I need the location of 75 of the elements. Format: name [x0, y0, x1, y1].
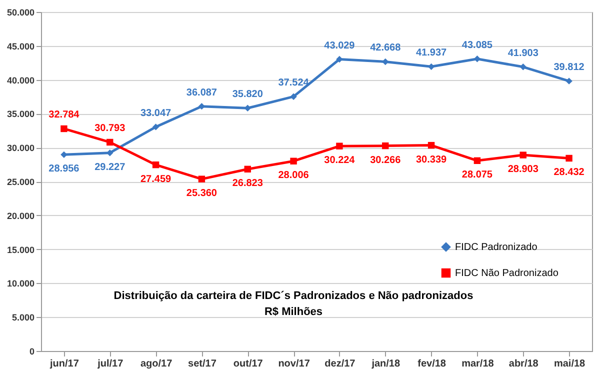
- point: [474, 157, 481, 164]
- data-label: 30.266: [370, 154, 402, 166]
- point: [336, 56, 343, 63]
- y-tick-label: 50.000: [6, 8, 34, 18]
- point: [198, 102, 206, 110]
- x-tick-label: jul/17: [96, 358, 124, 370]
- x-tick-label: fev/18: [418, 358, 446, 370]
- data-label: 30.224: [324, 155, 356, 166]
- data-label: 41.937: [416, 48, 448, 59]
- point: [382, 58, 389, 66]
- data-label: 30.339: [416, 154, 448, 166]
- point: [382, 142, 389, 150]
- x-tick-label: nov/17: [278, 358, 310, 370]
- point: [152, 124, 160, 130]
- x-tick-label: jun/17: [49, 358, 80, 370]
- point: [520, 152, 526, 158]
- point: [244, 104, 251, 112]
- point: [474, 56, 481, 62]
- point: [428, 63, 435, 70]
- data-label: 28.956: [48, 164, 80, 175]
- point: [566, 78, 572, 84]
- data-label: 25.360: [186, 188, 218, 200]
- y-tick-label: 20.000: [6, 210, 34, 221]
- data-label: 27.459: [140, 174, 172, 185]
- data-label: 37.524: [278, 78, 310, 89]
- data-label: 43.085: [462, 40, 493, 51]
- point: [428, 142, 435, 149]
- point: [290, 158, 297, 164]
- data-label: 41.903: [508, 48, 539, 59]
- data-label: 32.784: [48, 110, 80, 121]
- x-tick-label: mai/18: [554, 358, 586, 370]
- y-tick-label: 10.000: [6, 278, 34, 289]
- y-tick-label: 35.000: [6, 109, 34, 120]
- data-label: 29.227: [94, 162, 126, 173]
- y-tick-label: 0: [29, 346, 34, 356]
- x-tick-label: abr/18: [508, 358, 539, 370]
- data-label: 30.793: [94, 123, 126, 134]
- x-tick-label: mar/18: [462, 358, 494, 370]
- x-tick-label: out/17: [233, 358, 264, 370]
- y-tick-label: 5.000: [12, 312, 34, 323]
- data-label: 39.812: [554, 62, 585, 74]
- data-label: 33.047: [140, 108, 172, 119]
- text: R$ Milhões: [264, 306, 323, 318]
- x-tick-label: ago/17: [140, 358, 173, 370]
- y-tick-label: 25.000: [6, 177, 34, 187]
- data-label: 28.432: [554, 167, 585, 178]
- point: [198, 176, 206, 182]
- data-label: 28.903: [508, 164, 539, 176]
- point: [566, 154, 572, 162]
- data-label: 26.823: [232, 178, 264, 190]
- point: [336, 142, 343, 150]
- data-label: 28.075: [462, 170, 493, 181]
- text: Distribuição da carteira de FIDC´s Padronizados e Não padronizados: [114, 290, 474, 302]
- data-label: 35.820: [232, 89, 264, 100]
- y-tick-label: 30.000: [6, 143, 34, 154]
- y-tick-label: 15.000: [6, 244, 34, 255]
- point: [106, 149, 114, 156]
- point: [290, 93, 297, 100]
- point: [244, 166, 251, 172]
- data-label: 36.087: [186, 87, 218, 98]
- point: [152, 161, 160, 168]
- y-tick-label: 40.000: [6, 75, 34, 86]
- data-label: 42.668: [370, 42, 402, 54]
- point: [60, 151, 68, 158]
- legend-label: FIDC Não Padronizado: [455, 268, 559, 279]
- x-tick-label: jan/18: [370, 358, 400, 370]
- data-label: 43.029: [324, 40, 356, 52]
- point: [520, 64, 526, 70]
- x-tick-label: dez/17: [324, 358, 356, 370]
- legend-label: FIDC Padronizado: [455, 242, 538, 253]
- point: [60, 125, 68, 132]
- y-tick-label: 45.000: [6, 41, 34, 52]
- point: [106, 138, 114, 146]
- x-tick-label: set/17: [188, 358, 217, 370]
- data-label: 28.006: [278, 170, 310, 182]
